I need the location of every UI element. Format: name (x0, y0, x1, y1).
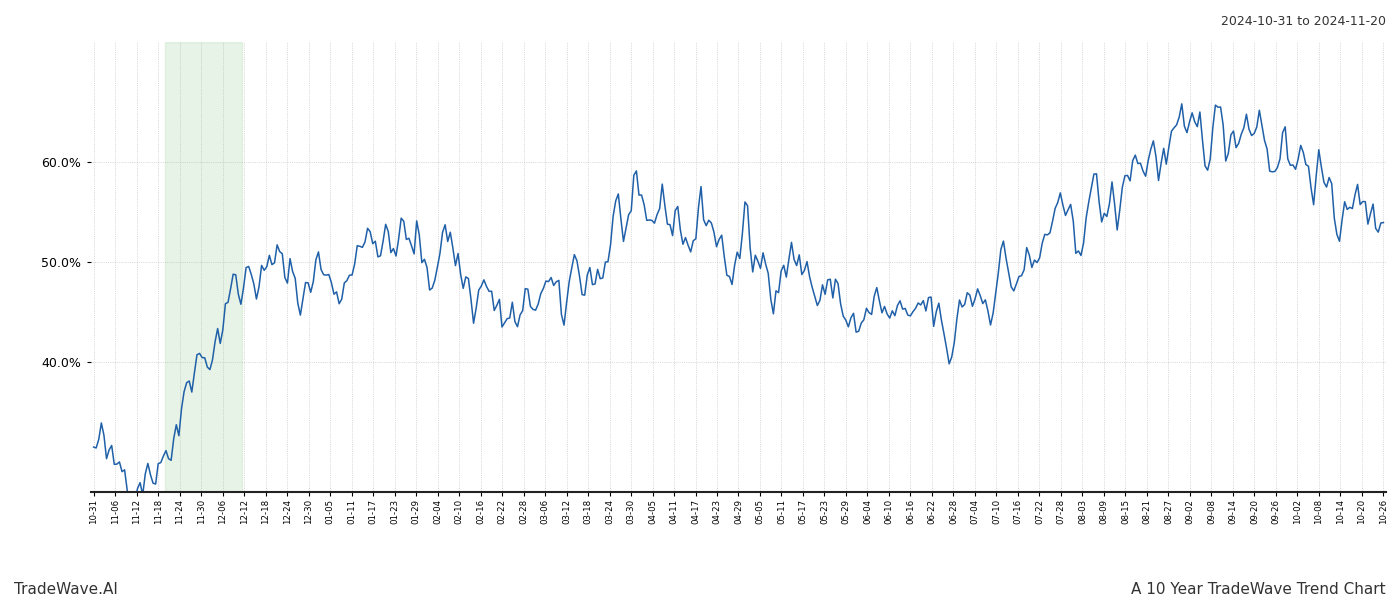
Text: 2024-10-31 to 2024-11-20: 2024-10-31 to 2024-11-20 (1221, 15, 1386, 28)
Text: TradeWave.AI: TradeWave.AI (14, 582, 118, 597)
Text: A 10 Year TradeWave Trend Chart: A 10 Year TradeWave Trend Chart (1131, 582, 1386, 597)
Bar (165, 42, 242, 492)
